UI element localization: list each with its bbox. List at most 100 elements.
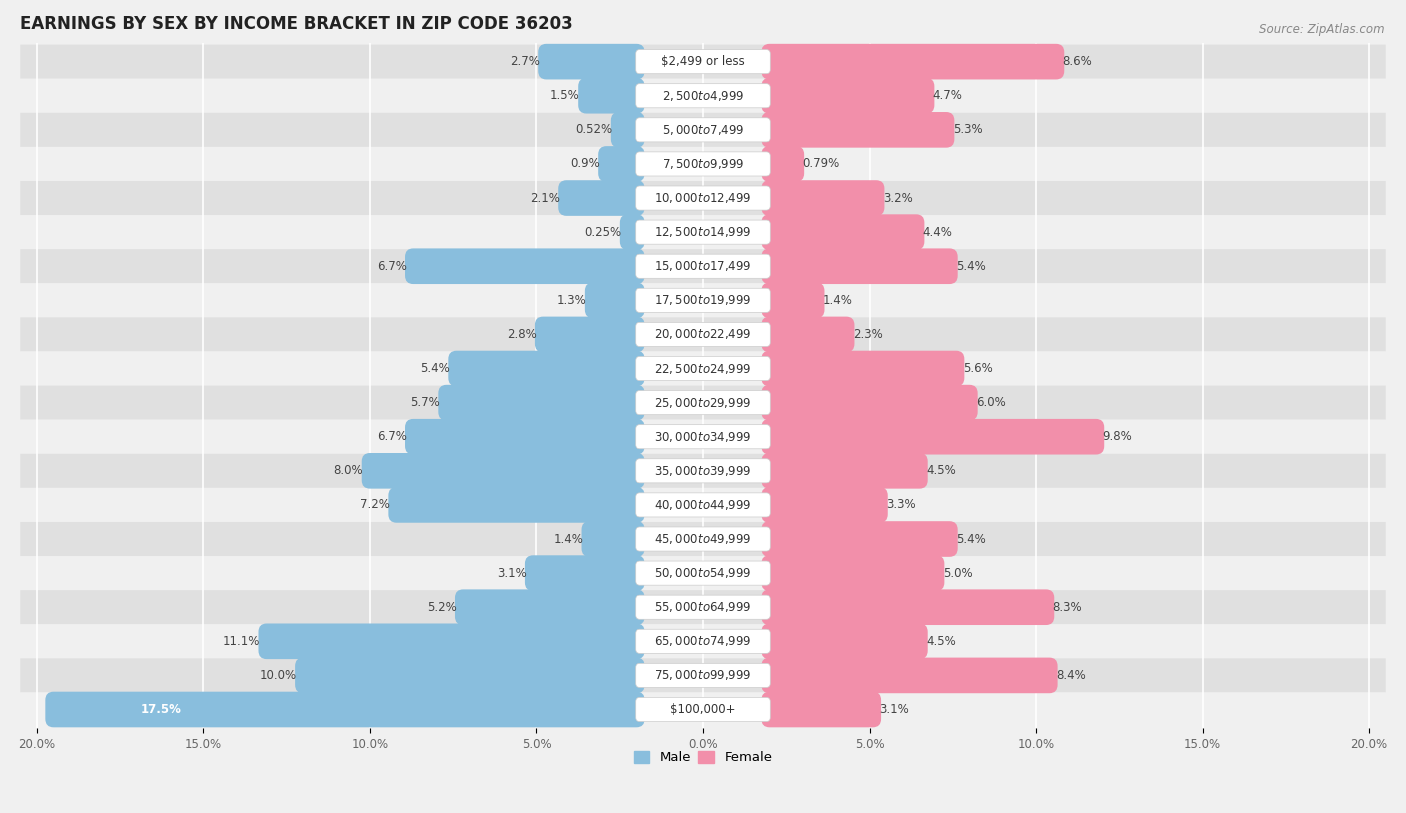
FancyBboxPatch shape bbox=[20, 147, 1386, 181]
FancyBboxPatch shape bbox=[45, 692, 644, 728]
FancyBboxPatch shape bbox=[20, 215, 1386, 249]
FancyBboxPatch shape bbox=[636, 50, 770, 74]
FancyBboxPatch shape bbox=[636, 289, 770, 312]
Text: 8.0%: 8.0% bbox=[333, 464, 363, 477]
FancyBboxPatch shape bbox=[636, 254, 770, 278]
FancyBboxPatch shape bbox=[762, 282, 824, 318]
Text: 5.2%: 5.2% bbox=[427, 601, 457, 614]
FancyBboxPatch shape bbox=[762, 112, 955, 148]
Text: 5.7%: 5.7% bbox=[411, 396, 440, 409]
Text: $45,000 to $49,999: $45,000 to $49,999 bbox=[654, 532, 752, 546]
FancyBboxPatch shape bbox=[20, 385, 1386, 420]
FancyBboxPatch shape bbox=[636, 390, 770, 415]
FancyBboxPatch shape bbox=[762, 624, 928, 659]
Text: 6.0%: 6.0% bbox=[976, 396, 1005, 409]
FancyBboxPatch shape bbox=[762, 453, 928, 489]
FancyBboxPatch shape bbox=[636, 595, 770, 620]
FancyBboxPatch shape bbox=[20, 249, 1386, 283]
FancyBboxPatch shape bbox=[636, 561, 770, 585]
FancyBboxPatch shape bbox=[538, 44, 644, 80]
Text: 8.6%: 8.6% bbox=[1063, 55, 1092, 68]
FancyBboxPatch shape bbox=[636, 186, 770, 210]
Text: 5.4%: 5.4% bbox=[420, 362, 450, 375]
FancyBboxPatch shape bbox=[524, 555, 644, 591]
Text: $100,000+: $100,000+ bbox=[671, 703, 735, 716]
Text: 8.4%: 8.4% bbox=[1056, 669, 1085, 682]
FancyBboxPatch shape bbox=[20, 454, 1386, 488]
FancyBboxPatch shape bbox=[585, 282, 644, 318]
FancyBboxPatch shape bbox=[762, 249, 957, 284]
FancyBboxPatch shape bbox=[762, 350, 965, 386]
FancyBboxPatch shape bbox=[762, 658, 1057, 693]
FancyBboxPatch shape bbox=[20, 556, 1386, 590]
Text: $20,000 to $22,499: $20,000 to $22,499 bbox=[654, 328, 752, 341]
Text: 4.5%: 4.5% bbox=[927, 464, 956, 477]
FancyBboxPatch shape bbox=[636, 459, 770, 483]
FancyBboxPatch shape bbox=[578, 78, 644, 114]
Text: EARNINGS BY SEX BY INCOME BRACKET IN ZIP CODE 36203: EARNINGS BY SEX BY INCOME BRACKET IN ZIP… bbox=[20, 15, 574, 33]
Text: $65,000 to $74,999: $65,000 to $74,999 bbox=[654, 634, 752, 648]
FancyBboxPatch shape bbox=[20, 420, 1386, 454]
Text: 17.5%: 17.5% bbox=[141, 703, 181, 716]
Text: 3.3%: 3.3% bbox=[886, 498, 915, 511]
Text: 3.1%: 3.1% bbox=[496, 567, 526, 580]
FancyBboxPatch shape bbox=[636, 220, 770, 244]
Text: 0.9%: 0.9% bbox=[569, 158, 600, 171]
Text: $22,500 to $24,999: $22,500 to $24,999 bbox=[654, 362, 752, 376]
FancyBboxPatch shape bbox=[762, 146, 804, 182]
Text: 9.8%: 9.8% bbox=[1102, 430, 1132, 443]
FancyBboxPatch shape bbox=[762, 215, 924, 250]
FancyBboxPatch shape bbox=[20, 488, 1386, 522]
FancyBboxPatch shape bbox=[636, 629, 770, 654]
Text: $40,000 to $44,999: $40,000 to $44,999 bbox=[654, 498, 752, 512]
FancyBboxPatch shape bbox=[456, 589, 644, 625]
FancyBboxPatch shape bbox=[762, 385, 977, 420]
Text: $2,499 or less: $2,499 or less bbox=[661, 55, 745, 68]
FancyBboxPatch shape bbox=[762, 419, 1104, 454]
FancyBboxPatch shape bbox=[636, 424, 770, 449]
Text: $12,500 to $14,999: $12,500 to $14,999 bbox=[654, 225, 752, 239]
Text: $7,500 to $9,999: $7,500 to $9,999 bbox=[662, 157, 744, 171]
FancyBboxPatch shape bbox=[20, 351, 1386, 385]
FancyBboxPatch shape bbox=[636, 152, 770, 176]
FancyBboxPatch shape bbox=[636, 356, 770, 380]
FancyBboxPatch shape bbox=[636, 493, 770, 517]
Text: $17,500 to $19,999: $17,500 to $19,999 bbox=[654, 293, 752, 307]
Text: 4.7%: 4.7% bbox=[932, 89, 963, 102]
Text: $5,000 to $7,499: $5,000 to $7,499 bbox=[662, 123, 744, 137]
Text: 5.4%: 5.4% bbox=[956, 259, 986, 272]
FancyBboxPatch shape bbox=[449, 350, 644, 386]
FancyBboxPatch shape bbox=[598, 146, 644, 182]
Text: $55,000 to $64,999: $55,000 to $64,999 bbox=[654, 600, 752, 614]
FancyBboxPatch shape bbox=[582, 521, 644, 557]
Text: 6.7%: 6.7% bbox=[377, 430, 406, 443]
Text: 10.0%: 10.0% bbox=[260, 669, 297, 682]
Text: 5.4%: 5.4% bbox=[956, 533, 986, 546]
FancyBboxPatch shape bbox=[762, 692, 882, 728]
FancyBboxPatch shape bbox=[610, 112, 644, 148]
FancyBboxPatch shape bbox=[636, 118, 770, 142]
Text: 4.4%: 4.4% bbox=[922, 226, 953, 239]
FancyBboxPatch shape bbox=[20, 659, 1386, 693]
Text: 2.3%: 2.3% bbox=[853, 328, 883, 341]
Text: 2.8%: 2.8% bbox=[506, 328, 537, 341]
Text: 4.5%: 4.5% bbox=[927, 635, 956, 648]
FancyBboxPatch shape bbox=[20, 79, 1386, 113]
FancyBboxPatch shape bbox=[762, 316, 855, 352]
Text: $50,000 to $54,999: $50,000 to $54,999 bbox=[654, 566, 752, 580]
Text: 11.1%: 11.1% bbox=[222, 635, 260, 648]
FancyBboxPatch shape bbox=[20, 624, 1386, 659]
Text: 1.4%: 1.4% bbox=[823, 293, 853, 307]
Text: 5.3%: 5.3% bbox=[953, 124, 983, 137]
Text: $2,500 to $4,999: $2,500 to $4,999 bbox=[662, 89, 744, 102]
FancyBboxPatch shape bbox=[636, 84, 770, 108]
FancyBboxPatch shape bbox=[636, 663, 770, 688]
FancyBboxPatch shape bbox=[20, 693, 1386, 727]
Text: 1.4%: 1.4% bbox=[553, 533, 583, 546]
Text: 8.3%: 8.3% bbox=[1053, 601, 1083, 614]
FancyBboxPatch shape bbox=[558, 180, 644, 215]
Text: 5.6%: 5.6% bbox=[963, 362, 993, 375]
FancyBboxPatch shape bbox=[20, 181, 1386, 215]
FancyBboxPatch shape bbox=[20, 283, 1386, 317]
FancyBboxPatch shape bbox=[388, 487, 644, 523]
